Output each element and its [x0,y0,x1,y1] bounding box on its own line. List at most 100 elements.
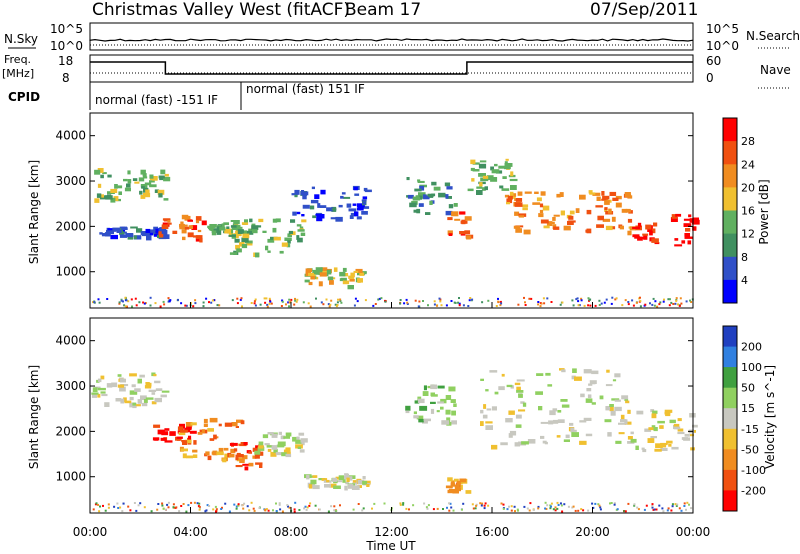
power-cells-cell [601,191,605,196]
vel-cells-ground-cell [243,502,246,505]
power-cells-ground-cell [594,304,597,307]
vel-cells-cell [692,424,698,428]
vel-cells-ground-cell [544,501,547,504]
power-cells-ground-cell [559,303,562,306]
power-cells-ground-cell [154,302,157,305]
power-cells-cell [223,222,229,226]
vel-cells-cell [684,433,690,437]
power-cells-ground-cell [677,303,679,306]
y-tick-label: 2000 [55,424,86,438]
power-cells-ground-cell [668,304,671,307]
power-cells-cell [208,226,214,230]
power-cells-ground-cell [281,300,284,303]
vel-cells-cell [347,476,353,481]
vel-cells-ground-cell [150,510,153,513]
power-cells-cell [522,207,528,211]
power-cells-ground-cell [659,301,662,304]
colorbar-swatch [723,469,737,491]
vel-cells-cell [660,447,668,451]
power-cells-cell [241,244,248,249]
vel-cells-ground-cell [666,509,669,512]
power-cells-cell [331,208,337,211]
power-cells-ground-cell [445,304,448,307]
power-cells-ground-cell [254,304,257,307]
vel-cells-cell [145,382,152,387]
vel-cells-cell [540,421,549,424]
power-cells-cell [153,226,159,230]
vel-cells-cell [671,446,679,450]
vel-cells-ground-cell [402,502,405,505]
colorbar-tick-label: 12 [741,228,755,241]
vel-cells-cell [295,439,303,444]
power-cells-cell [134,181,140,184]
power-cells-cell [563,225,571,231]
vel-cells-cell [604,419,612,423]
colorbar-tick-label: 28 [741,135,755,148]
power-cells-cell [258,218,264,223]
power-heatmap [92,158,700,308]
vel-cells-ground-cell [212,508,215,511]
vel-cells-cell [164,428,170,431]
power-cells-ground-cell [135,304,138,307]
vel-cells-ground-cell [304,505,307,508]
power-cells-cell [607,210,612,214]
power-cells-cell [149,180,155,183]
colorbar-swatch [723,490,737,512]
vel-cells-ground-cell [208,505,211,507]
vel-cells-cell [120,384,129,387]
vel-cells-cell [457,487,461,492]
power-cells-ground-cell [578,304,581,307]
vel-cells-cell [197,432,203,435]
vel-cells-cell [228,453,235,458]
power-cells-cell [506,202,511,205]
vel-cells-ground-cell [267,509,270,512]
vel-cells-cell [235,426,239,428]
vel-cells-ground-cell [272,509,274,512]
vel-cells-ground-cell [240,504,243,507]
power-cells-cell [471,178,475,182]
power-cells-cell [476,186,483,189]
vel-cells-cell [585,433,593,437]
power-cells-cell [347,285,354,290]
power-cells-ground-cell [162,300,165,303]
vel-cells-ground-cell [670,509,673,512]
power-cells-ground-cell [302,301,305,304]
power-cells-ground-cell [433,303,436,306]
vel-cells-cell [609,407,614,412]
power-cells-cell [419,195,423,200]
power-cells-ground-cell [458,302,461,305]
vel-cells-ground-cell [286,504,289,507]
vel-cells-cell [178,431,186,436]
vel-cells-ground-cell [357,503,360,505]
vel-cells-cell [627,409,631,414]
power-cells-ground-cell [458,297,460,299]
vel-cells-cell [131,384,136,388]
power-cells-cell [637,222,642,227]
power-cells-cell [158,193,163,198]
vel-cells-ground-cell [237,504,240,507]
power-cells-cell [413,209,418,213]
power-cells-ground-cell [334,303,337,306]
power-cells-cell [242,230,247,235]
power-cells-cell [180,221,184,226]
vel-cells-ground-cell [335,509,338,512]
vel-cells-ground-cell [92,508,95,511]
power-cells-cell [569,210,575,215]
vel-cells-cell [553,419,559,424]
vel-cells-cell [501,373,505,377]
power-cells-cell [510,185,517,190]
vel-cells-cell [659,425,664,429]
vel-cells-cell [132,402,137,406]
vel-cells-cell [244,466,249,471]
colorbar-tick-label: -200 [741,484,766,497]
power-cells-ground-cell [307,302,310,305]
vel-cells-ground-cell [550,505,552,508]
vel-cells-ground-cell [572,505,575,508]
vel-cells-cell [144,385,152,389]
vel-cells-ground-cell [449,502,452,505]
vel-cells-cell [508,410,515,415]
power-panel-frame [89,112,694,309]
power-cells-cell [472,162,480,165]
vel-cells-ground-cell [613,503,616,506]
power-cells-ground-cell [218,304,221,307]
